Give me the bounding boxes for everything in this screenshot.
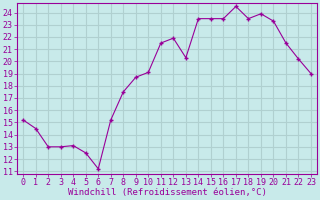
X-axis label: Windchill (Refroidissement éolien,°C): Windchill (Refroidissement éolien,°C) [68,188,267,197]
